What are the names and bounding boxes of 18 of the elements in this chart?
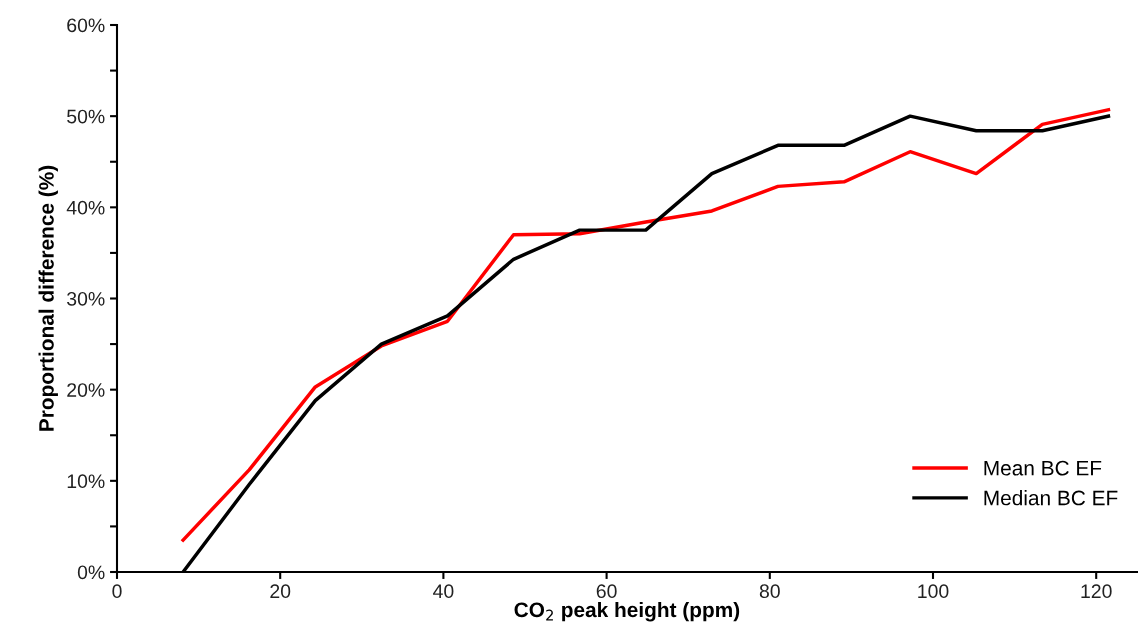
x-tick-label: 0 <box>112 584 122 599</box>
x-tick-label: 20 <box>270 584 291 599</box>
y-tick-label: 10% <box>67 474 105 489</box>
x-tick-label: 60 <box>596 584 617 599</box>
y-tick-label: 60% <box>67 18 105 33</box>
y-tick-label: 20% <box>67 383 105 397</box>
legend-label: Median BC EF <box>984 490 1118 506</box>
x-tick-label: 100 <box>918 584 949 599</box>
legend-label: Mean BC EF <box>984 460 1102 476</box>
x-tick-label: 40 <box>433 584 454 599</box>
x-tick-label: 80 <box>759 584 780 599</box>
y-tick-label: 40% <box>66 200 105 215</box>
y-tick-label: 50% <box>67 109 105 124</box>
y-tick-label: 30% <box>67 291 105 306</box>
x-axis-title: CO$_{2}$ peak height (ppm) <box>514 601 740 622</box>
y-axis-title: Proportional difference (%) <box>38 165 58 431</box>
y-tick-label: 0% <box>77 565 105 580</box>
x-tick-label: 120 <box>1081 584 1112 599</box>
